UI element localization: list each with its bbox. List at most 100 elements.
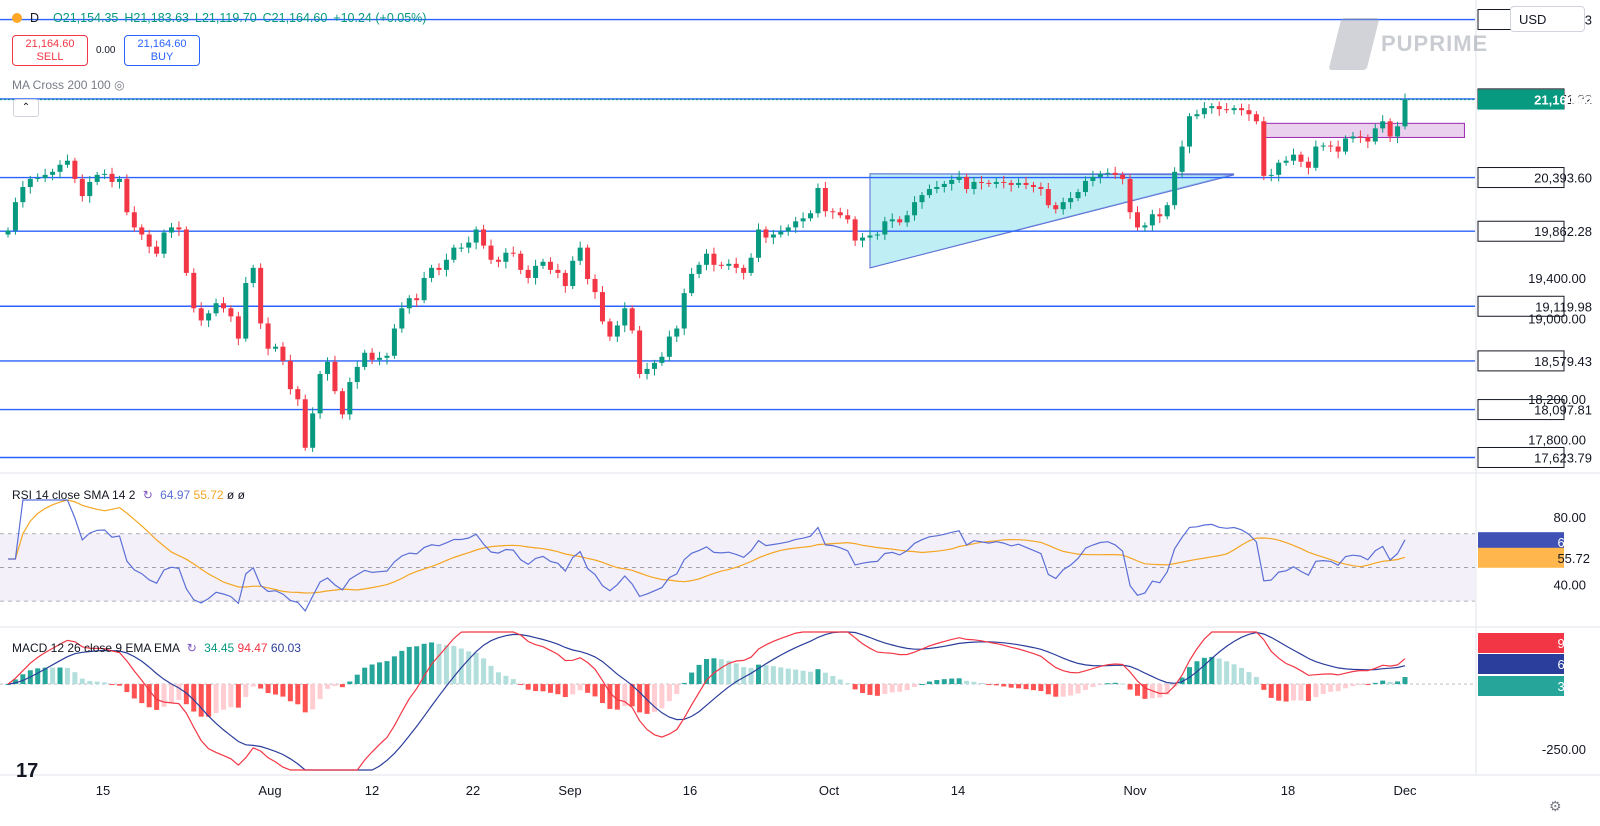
- candle-body: [912, 202, 918, 216]
- macd-histogram-bar: [347, 681, 353, 685]
- macd-hist-legend: 34.45: [204, 641, 235, 655]
- sell-price: 21,164.60: [25, 38, 75, 50]
- gear-icon[interactable]: ⚙: [1549, 798, 1562, 814]
- macd-histogram-bar: [1268, 684, 1274, 698]
- ma-cross-label[interactable]: MA Cross 200 100 ◎: [12, 78, 125, 92]
- macd-histogram-bar: [704, 658, 709, 685]
- candle-body: [124, 178, 130, 213]
- candle-body: [1372, 128, 1378, 142]
- macd-histogram-bar: [763, 665, 769, 685]
- buy-price: 21,164.60: [137, 38, 187, 50]
- candle-body: [116, 178, 122, 182]
- macd-histogram-bar: [800, 670, 806, 685]
- macd-histogram-bar: [488, 665, 494, 685]
- candle-body: [1246, 110, 1252, 115]
- macd-legend[interactable]: MACD 12 26 close 9 EMA EMA ↻ 34.45 94.47…: [12, 641, 301, 655]
- macd-histogram-bar: [50, 667, 56, 685]
- macd-histogram-bar: [510, 679, 516, 685]
- candle-body: [1001, 181, 1007, 183]
- y-tick-label: 19,000.00: [1528, 311, 1586, 326]
- timeframe-label[interactable]: D: [30, 11, 40, 25]
- macd-histogram-bar: [1402, 677, 1408, 685]
- macd-histogram-bar: [1372, 682, 1378, 685]
- candle-body: [64, 160, 70, 165]
- candle-body: [258, 267, 264, 324]
- candle-body: [993, 181, 999, 184]
- macd-histogram-bar: [339, 684, 345, 688]
- macd-hist-label: 34.45: [1557, 679, 1590, 694]
- candle-body: [220, 303, 226, 309]
- candle-body: [198, 308, 204, 321]
- macd-histogram-bar: [1313, 684, 1319, 698]
- macd-histogram-bar: [837, 679, 843, 685]
- macd-histogram-bar: [102, 682, 108, 685]
- candle-body: [1060, 202, 1066, 210]
- candle-body: [852, 219, 858, 241]
- macd-histogram-bar: [1179, 677, 1185, 685]
- candle-body: [183, 229, 189, 273]
- candle-body: [228, 308, 234, 317]
- level-label: 19,862.28: [1534, 224, 1592, 239]
- macd-histogram-bar: [481, 658, 487, 685]
- macd-histogram-bar: [1075, 684, 1081, 694]
- candle-body: [1008, 182, 1014, 185]
- candle-body: [102, 173, 108, 175]
- tradingview-logo-icon[interactable]: 17: [16, 760, 39, 782]
- candle-body: [310, 413, 316, 448]
- macd-histogram-bar: [369, 664, 375, 685]
- candle-body: [562, 272, 568, 287]
- rsi-tick-label: 40.00: [1553, 577, 1586, 592]
- candle-body: [429, 267, 435, 278]
- candle-body: [1075, 192, 1081, 199]
- macd-histogram-bar: [243, 684, 249, 698]
- rsi-value-label: 64.97: [1557, 535, 1590, 550]
- macd-histogram-bar: [815, 669, 821, 685]
- macd-histogram-bar: [12, 679, 18, 685]
- candle-body: [1231, 108, 1237, 111]
- open-value: O21,154.35: [53, 11, 119, 25]
- candle-body: [533, 265, 539, 278]
- candle-body: [808, 213, 814, 219]
- candle-body: [800, 218, 806, 222]
- puprime-logo-icon: [1328, 18, 1380, 70]
- macd-histogram-bar: [1246, 672, 1252, 685]
- x-tick-label: 16: [683, 783, 697, 798]
- sell-label: SELL: [36, 51, 64, 63]
- level-label-box: [1477, 399, 1565, 421]
- eye-hidden-icon[interactable]: ◎: [114, 78, 125, 92]
- macd-histogram-bar: [1261, 684, 1267, 690]
- last-price-label: 21,164.60: [1534, 93, 1592, 108]
- macd-histogram-bar: [1328, 684, 1334, 692]
- candle-body: [161, 232, 167, 254]
- candle-body: [651, 362, 657, 369]
- settings-icon[interactable]: ↻: [142, 488, 153, 502]
- rsi-legend[interactable]: RSI 14 close SMA 14 2 ↻ 64.97 55.72 ø ø: [12, 488, 245, 502]
- candle-body: [1253, 114, 1259, 122]
- watermark-text: PUPRIME: [1381, 31, 1489, 56]
- candle-body: [711, 253, 717, 265]
- settings-icon[interactable]: ↻: [186, 641, 197, 655]
- macd-histogram-bar: [592, 684, 598, 697]
- macd-histogram-bar: [131, 684, 137, 699]
- candle-body: [176, 227, 182, 230]
- macd-histogram-bar: [785, 668, 791, 685]
- candle-body: [79, 178, 85, 197]
- candle-body: [168, 227, 174, 233]
- sell-button[interactable]: 21,164.60 SELL: [12, 35, 88, 66]
- macd-histogram-bar: [651, 684, 657, 713]
- macd-histogram-bar: [94, 681, 100, 685]
- macd-histogram-bar: [1335, 684, 1341, 692]
- candle-body: [1172, 171, 1178, 206]
- candle-body: [206, 313, 212, 321]
- candle-body: [689, 273, 695, 294]
- level-label-box: [1477, 167, 1565, 189]
- candle-body: [666, 336, 672, 357]
- y-tick-label: 18,200.00: [1528, 392, 1586, 407]
- collapse-button[interactable]: ⌃: [13, 99, 39, 117]
- currency-select[interactable]: USD: [1510, 6, 1585, 32]
- candle-body: [778, 231, 784, 235]
- buy-button[interactable]: 21,164.60 BUY: [124, 35, 200, 66]
- candle-body: [1090, 176, 1096, 181]
- candle-body: [547, 261, 553, 270]
